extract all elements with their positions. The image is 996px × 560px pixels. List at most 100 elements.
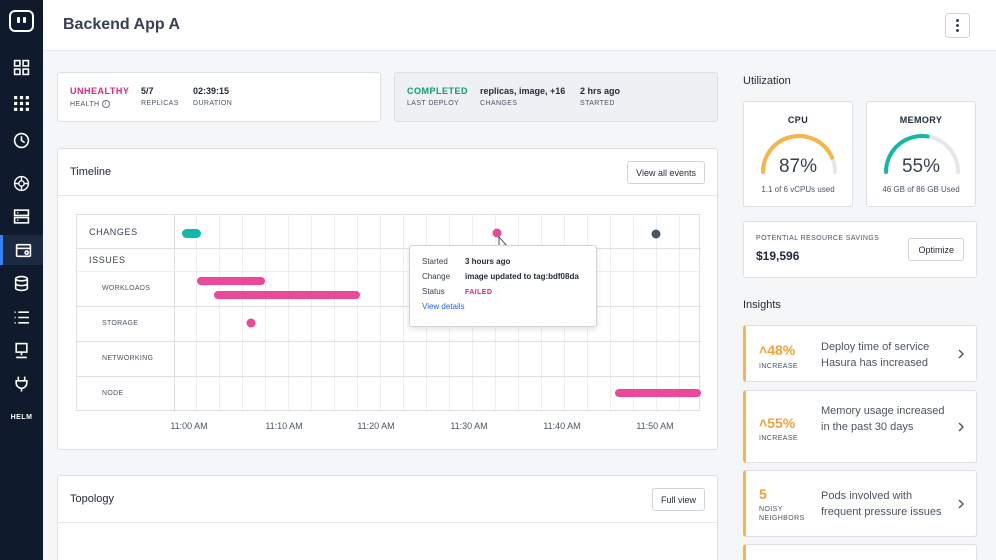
chevron-right-icon xyxy=(958,499,964,509)
row-label-storage: STORAGE xyxy=(102,320,139,327)
app-window-icon[interactable] xyxy=(0,235,43,265)
node-issue-bar[interactable] xyxy=(615,389,701,397)
replicas-value: 5/7 xyxy=(141,86,154,96)
timeline-grid-lines xyxy=(77,215,701,412)
insight-text: Pods involved with frequent pressure iss… xyxy=(821,490,942,518)
last-deploy-label: LAST DEPLOY xyxy=(407,100,460,107)
time-label: 11:40 AM xyxy=(543,421,581,431)
health-label: HEALTH xyxy=(70,100,100,108)
time-label: 11:00 AM xyxy=(170,421,208,431)
row-label-node: NODE xyxy=(102,390,124,397)
event-tooltip: Started 3 hours ago Change image updated t… xyxy=(409,245,597,327)
tooltip-change-value: image updated to tag:bdf08da xyxy=(465,272,579,281)
change-event-bar[interactable] xyxy=(182,229,201,238)
database-icon[interactable] xyxy=(0,268,43,298)
changes-stat: replicas, image, +16 CHANGES xyxy=(480,86,565,107)
view-all-events-button[interactable]: View all events xyxy=(627,161,705,184)
replicas-label: REPLICAS xyxy=(141,100,179,107)
memory-title: MEMORY xyxy=(899,115,943,125)
page-title: Backend App A xyxy=(63,16,181,33)
time-label: 11:20 AM xyxy=(357,421,395,431)
health-stat: UNHEALTHY HEALTH i xyxy=(70,86,129,108)
workload-issue-bar[interactable] xyxy=(214,291,360,299)
monitor-icon[interactable] xyxy=(0,335,43,365)
duration-stat: 02:39:15 DURATION xyxy=(193,86,232,107)
dashboard-icon[interactable] xyxy=(0,52,43,82)
insight-text: Deploy time of service Hasura has increa… xyxy=(821,341,930,369)
insight-label: INCREASE xyxy=(759,435,798,442)
cpu-title: CPU xyxy=(787,115,809,125)
kubernetes-icon[interactable] xyxy=(0,168,43,198)
deploy-status-card: COMPLETED LAST DEPLOY replicas, image, +… xyxy=(394,72,718,122)
replicas-stat: 5/7 REPLICAS xyxy=(141,86,179,107)
resource-savings-card: POTENTIAL RESOURCE SAVINGS $19,596 Optim… xyxy=(743,221,977,278)
insight-label: NOISY NEIGHBORS xyxy=(759,506,805,522)
clock-icon[interactable] xyxy=(0,125,43,155)
cpu-card: CPU 87% 1.1 of 6 vCPUs used xyxy=(743,101,853,207)
tooltip-started-value: 3 hours ago xyxy=(465,257,511,266)
tooltip-status-key: Status xyxy=(422,287,445,296)
app-logo[interactable] xyxy=(9,10,34,32)
health-value: UNHEALTHY xyxy=(70,86,130,96)
workload-issue-bar[interactable] xyxy=(197,277,265,285)
apps-grid-icon[interactable] xyxy=(0,88,43,118)
more-options-icon[interactable] xyxy=(945,13,970,38)
insight-card[interactable]: 5 NOISY NEIGHBORS Pods involved with freq… xyxy=(743,470,977,537)
started-stat: 2 hrs ago STARTED xyxy=(580,86,620,107)
last-deploy-value: COMPLETED xyxy=(407,86,469,96)
topology-title: Topology xyxy=(70,493,115,505)
started-label: STARTED xyxy=(580,100,615,107)
server-icon[interactable] xyxy=(0,201,43,231)
row-label-workloads: WORKLOADS xyxy=(102,285,151,292)
memory-detail: 46 GB of 86 GB Used xyxy=(882,185,960,194)
tooltip-status-value: FAILED xyxy=(465,289,493,296)
cpu-gauge xyxy=(761,134,837,174)
time-label: 11:50 AM xyxy=(636,421,674,431)
cpu-detail: 1.1 of 6 vCPUs used xyxy=(761,185,835,194)
change-event-failed-dot[interactable] xyxy=(492,228,502,238)
timeline-grid: CHANGES ISSUES WORKLOADS STORAGE NETWORK… xyxy=(76,214,701,412)
storage-issue-dot[interactable] xyxy=(246,318,256,328)
helm-icon[interactable]: HELM xyxy=(0,402,43,432)
optimize-button[interactable]: Optimize xyxy=(908,238,964,261)
row-label-networking: NETWORKING xyxy=(102,355,154,362)
insight-card[interactable]: ˄55% INCREASE Memory usage increased in … xyxy=(743,390,977,463)
helm-label: HELM xyxy=(10,413,33,421)
utilization-title: Utilization xyxy=(743,75,791,87)
view-details-link[interactable]: View details xyxy=(422,302,465,311)
last-deploy-stat: COMPLETED LAST DEPLOY xyxy=(407,86,468,107)
timeline-panel: Timeline View all events xyxy=(57,148,718,450)
chevron-right-icon xyxy=(958,349,964,359)
savings-label: POTENTIAL RESOURCE SAVINGS xyxy=(756,235,880,242)
health-status-card: UNHEALTHY HEALTH i 5/7 REPLICAS 02:39:15… xyxy=(57,72,381,122)
trend-up-icon: ˄ xyxy=(759,342,768,358)
sidebar: HELM xyxy=(0,0,43,560)
row-label-issues: ISSUES xyxy=(89,255,126,265)
list-icon[interactable] xyxy=(0,302,43,332)
insight-card[interactable] xyxy=(743,544,977,560)
savings-value: $19,596 xyxy=(756,249,800,263)
info-icon[interactable]: i xyxy=(101,100,110,108)
duration-label: DURATION xyxy=(193,100,233,107)
row-label-changes: CHANGES xyxy=(89,227,138,237)
change-event-dot[interactable] xyxy=(651,229,661,239)
memory-percent: 55% xyxy=(901,156,941,177)
page-header: Backend App A xyxy=(43,0,996,51)
insight-value: 5 xyxy=(759,486,767,502)
insight-label: INCREASE xyxy=(759,363,798,370)
full-view-button[interactable]: Full view xyxy=(651,488,705,511)
changes-value: replicas, image, +16 xyxy=(480,86,566,96)
memory-gauge xyxy=(884,134,960,174)
time-label: 11:30 AM xyxy=(450,421,488,431)
insight-card[interactable]: ˄48% INCREASE Deploy time of service Has… xyxy=(743,325,977,382)
trend-up-icon: ˄ xyxy=(759,415,768,431)
changes-label: CHANGES xyxy=(480,100,518,107)
plug-icon[interactable] xyxy=(0,368,43,398)
duration-value: 02:39:15 xyxy=(193,86,230,96)
insight-value: ˄48% xyxy=(759,342,796,358)
time-label: 11:10 AM xyxy=(265,421,303,431)
topology-panel: Topology Full view xyxy=(57,475,718,560)
timeline-title: Timeline xyxy=(70,166,112,178)
insight-value: ˄55% xyxy=(759,415,796,431)
cpu-percent: 87% xyxy=(778,156,818,177)
